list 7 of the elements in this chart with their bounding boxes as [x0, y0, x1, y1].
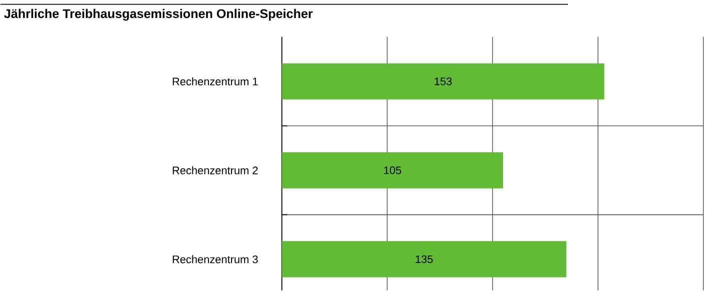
text: Jährliche Treibhausgasemissionen Online-Speicher — [4, 8, 313, 21]
data-label: 105 — [384, 166, 402, 174]
y-tick-label: Rechenzentrum 2 — [172, 166, 258, 174]
data-label: 135 — [416, 255, 433, 264]
y-tick-label: Rechenzentrum 1 — [172, 77, 258, 86]
y-tick-label: Rechenzentrum 3 — [172, 255, 258, 264]
data-label: 153 — [434, 78, 452, 86]
